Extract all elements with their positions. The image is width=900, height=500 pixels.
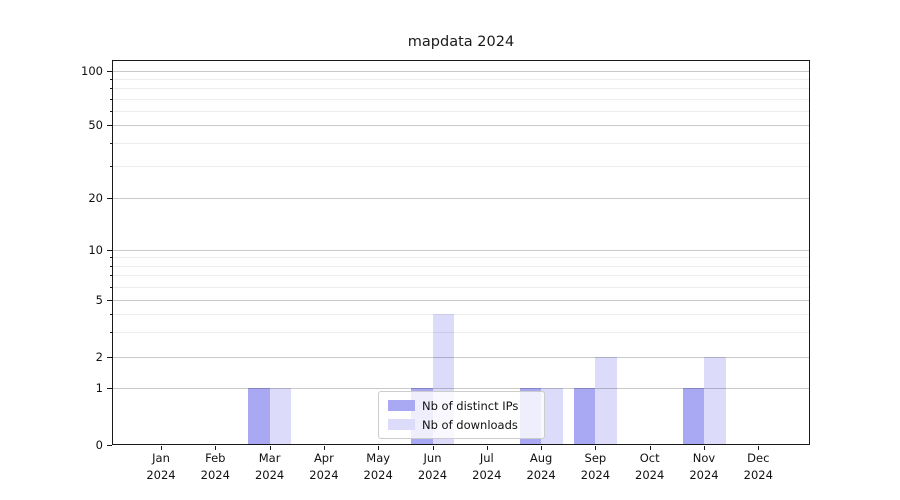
x-tick-mark: [541, 446, 543, 450]
y-tick-mark: [107, 300, 112, 301]
y-minor-tick-mark: [110, 275, 112, 277]
legend: Nb of distinct IPs Nb of downloads: [378, 391, 545, 439]
y-tick-mark: [107, 71, 112, 72]
x-tick-mark: [432, 446, 434, 450]
x-tick-mark: [161, 446, 162, 450]
x-tick-mark: [269, 446, 271, 450]
chart-title: mapdata 2024: [407, 34, 515, 50]
y-tick-label: 0: [95, 438, 103, 452]
gridline-minor: [113, 110, 809, 112]
bar-downloads-nov: [704, 357, 726, 445]
x-tick-label: Mar 2024: [254, 451, 285, 482]
gridline-minor: [113, 165, 809, 167]
y-tick-mark: [107, 125, 112, 126]
y-tick-label: 20: [88, 191, 103, 205]
y-minor-tick-mark: [110, 98, 112, 100]
x-tick-mark: [758, 446, 760, 450]
x-tick-label: May 2024: [363, 451, 393, 482]
y-tick-label: 5: [95, 293, 103, 307]
gridline-major: [113, 388, 809, 389]
gridline-major: [113, 198, 809, 199]
gridline-minor: [113, 286, 809, 288]
y-tick-mark: [107, 445, 112, 446]
x-tick-mark: [323, 446, 325, 450]
bar-downloads-mar: [269, 388, 292, 445]
gridline-minor: [113, 79, 809, 81]
x-tick-label: Apr 2024: [309, 451, 339, 482]
gridline-minor: [113, 88, 809, 90]
y-minor-tick-mark: [110, 257, 112, 259]
gridline-minor: [113, 313, 809, 315]
y-tick-mark: [107, 198, 112, 199]
x-tick-mark: [704, 446, 705, 450]
gridline-minor: [113, 331, 809, 333]
y-minor-tick-mark: [110, 265, 112, 267]
gridline-minor: [113, 142, 809, 144]
x-tick-mark: [649, 446, 651, 450]
x-tick-label: Sep 2024: [580, 451, 611, 482]
y-minor-tick-mark: [110, 110, 112, 112]
x-tick-label: Jul 2024: [472, 451, 502, 482]
legend-entry-distinct-ips: Nb of distinct IPs: [388, 399, 535, 413]
y-tick-label: 2: [95, 350, 103, 364]
legend-entry-downloads: Nb of downloads: [388, 418, 535, 432]
gridline-minor: [113, 265, 809, 267]
gridline-major: [113, 300, 809, 301]
x-tick-label: Jan 2024: [146, 451, 176, 482]
bar-downloads-sep: [595, 357, 617, 445]
y-tick-label: 50: [88, 118, 103, 132]
y-tick-label: 10: [88, 242, 103, 257]
legend-swatch-distinct-ips: [388, 400, 415, 411]
x-tick-mark: [378, 446, 380, 450]
gridline-minor: [113, 257, 809, 259]
y-minor-tick-mark: [110, 165, 112, 167]
gridline-major: [113, 249, 809, 251]
y-minor-tick-mark: [110, 79, 112, 81]
bar-distinct-ips-sep: [573, 388, 596, 445]
y-tick-mark: [107, 249, 112, 251]
y-minor-tick-mark: [110, 313, 112, 315]
plot-area: Nb of distinct IPs Nb of downloads: [112, 60, 810, 445]
bar-downloads-aug: [541, 388, 563, 445]
y-minor-tick-mark: [110, 142, 112, 144]
y-tick-mark: [107, 357, 112, 358]
gridline-major: [113, 125, 809, 126]
y-tick-label: 100: [81, 64, 103, 78]
bar-distinct-ips-mar: [248, 388, 270, 445]
x-tick-label: Feb 2024: [200, 451, 230, 482]
x-tick-label: Nov 2024: [689, 451, 719, 482]
legend-swatch-downloads: [388, 419, 415, 430]
legend-label-distinct-ips: Nb of distinct IPs: [422, 398, 519, 413]
y-tick-mark: [107, 388, 112, 389]
gridline-minor: [113, 275, 809, 277]
gridline-major: [113, 71, 809, 72]
legend-label-downloads: Nb of downloads: [422, 417, 518, 432]
gridline-major: [113, 357, 809, 358]
x-tick-mark: [595, 446, 597, 450]
x-tick-label: Jun 2024: [417, 451, 448, 482]
x-tick-mark: [486, 446, 488, 450]
y-tick-label: 1: [95, 381, 103, 395]
bar-distinct-ips-nov: [682, 388, 704, 445]
gridline-minor: [113, 98, 809, 100]
x-tick-label: Oct 2024: [635, 451, 665, 482]
x-tick-mark: [215, 446, 217, 450]
x-tick-label: Aug 2024: [526, 451, 556, 482]
x-tick-label: Dec 2024: [743, 451, 773, 482]
y-minor-tick-mark: [110, 88, 112, 90]
y-minor-tick-mark: [110, 286, 112, 288]
y-minor-tick-mark: [110, 331, 112, 333]
